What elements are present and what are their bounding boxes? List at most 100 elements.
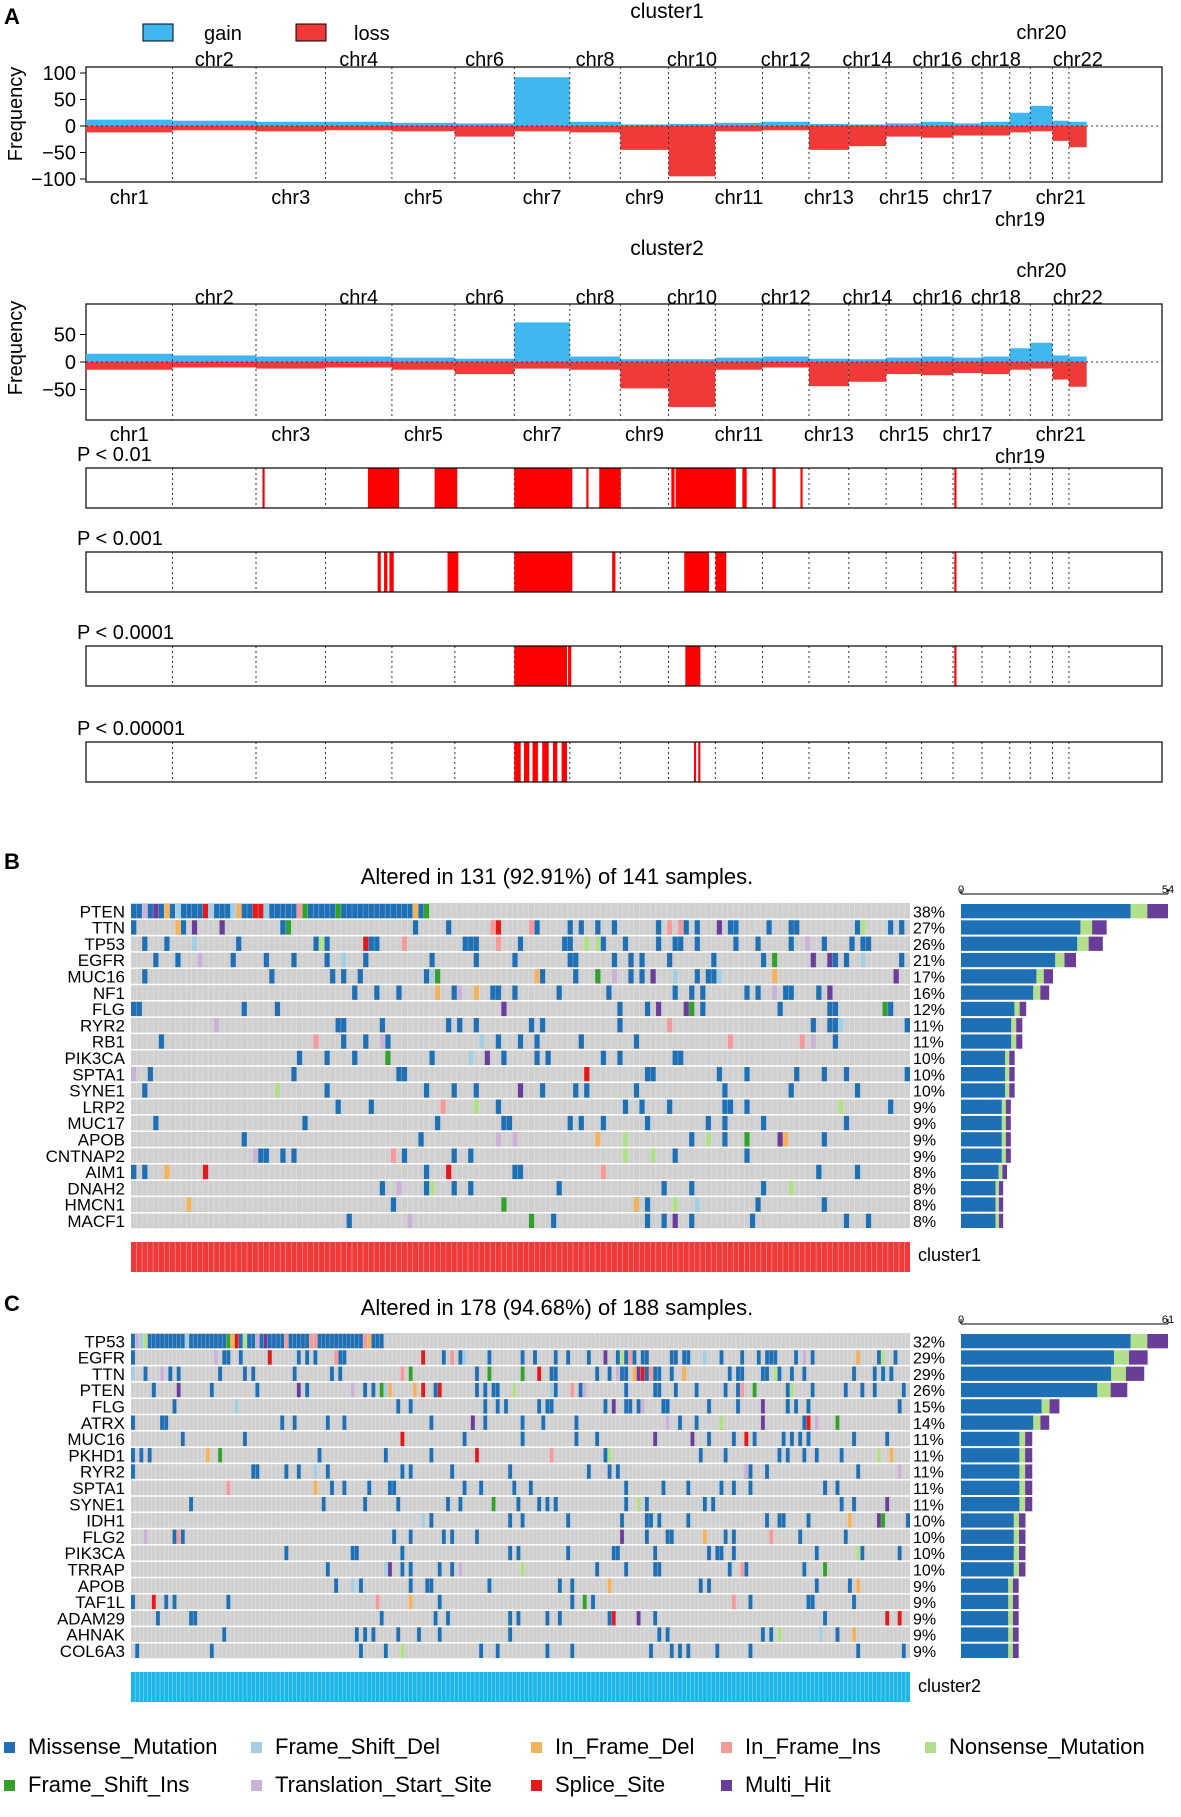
mutation-cell [686, 1480, 691, 1495]
loss-bar-chr14 [848, 126, 887, 147]
mutation-cell [371, 1382, 376, 1398]
mutation-cell [230, 904, 236, 919]
mutation-cell [839, 1497, 844, 1512]
mutation-cell [479, 1643, 484, 1658]
legend-swatch-In_Frame_Ins [721, 1742, 732, 1753]
mutation-cell [760, 1399, 765, 1414]
mutation-cell [508, 1627, 513, 1642]
mutation-cell [473, 985, 480, 1000]
mutation-cell [553, 1497, 558, 1512]
mutation-cell [408, 1578, 413, 1593]
mutation-cell [672, 1197, 678, 1212]
mutation-cell [611, 1611, 616, 1626]
mutation-cell [176, 1366, 181, 1381]
mutation-cell [711, 969, 717, 984]
mutation-cell [682, 1366, 687, 1381]
mutation-cell [408, 1464, 413, 1479]
mutation-cell [324, 1050, 330, 1065]
mutation-cell [357, 969, 364, 984]
mutation-cell [582, 1594, 587, 1610]
mutation-cell [653, 1562, 658, 1577]
mutation-cell [636, 1611, 641, 1626]
mutation-cell [595, 920, 601, 935]
mutation-cell [766, 920, 772, 935]
mutation-type-legend: Missense_Mutation Frame_Shift_Del In_Frame… [4, 1734, 1145, 1797]
mutation-cell [749, 1213, 756, 1228]
mutation-cell [672, 936, 678, 951]
mutation-cell [131, 1001, 137, 1017]
mutation-cell [441, 1529, 446, 1544]
mutation-cell [242, 1431, 248, 1447]
mutation-cell [624, 1562, 629, 1577]
mutation-cell [653, 1382, 658, 1398]
mutation-cell [860, 1545, 865, 1561]
mutation-cell [537, 1497, 542, 1512]
mutation-cell [615, 1366, 620, 1381]
mutation-cell [785, 1382, 790, 1398]
percent-label-FLG: 12% [913, 1002, 945, 1019]
mutation-cell [624, 1366, 629, 1381]
mutation-cell [653, 1431, 658, 1447]
mutation-cell [219, 920, 225, 935]
cluster2-group-label: cluster2 [918, 1676, 981, 1696]
mutation-cell [350, 1545, 355, 1561]
percent-label-LRP2: 9% [913, 1100, 936, 1117]
count-bar-TP53 [961, 1334, 1131, 1349]
mutation-cell [889, 1448, 894, 1463]
mutation-cell [897, 1464, 902, 1479]
mutation-cell [437, 1594, 442, 1610]
chrom-label-chr10: chr10 [667, 49, 717, 71]
loss-bar-chr15 [886, 362, 922, 375]
mutation-cell [619, 1366, 625, 1381]
chrom-label-chr8: chr8 [576, 49, 615, 71]
gene-label-FLG: FLG [92, 1398, 125, 1417]
mutation-cell [335, 1018, 341, 1033]
mutation-cell [617, 1050, 623, 1065]
mutation-cell [756, 1350, 761, 1365]
mutation-cell [340, 904, 347, 919]
count-bar-extra [1055, 952, 1065, 968]
chrom-label-chr1: chr1 [110, 187, 149, 209]
loss-bar-chr18 [981, 362, 1010, 375]
chrom-label-chr10: chr10 [667, 287, 717, 309]
gene-label-MACF1: MACF1 [67, 1212, 125, 1231]
mutation-cell [284, 1545, 289, 1561]
mutation-cell [532, 1350, 538, 1365]
count-bar-multihit [1110, 1382, 1128, 1398]
mutation-cell [686, 1350, 691, 1365]
track-frame [85, 741, 1163, 783]
mutation-cell [201, 1334, 206, 1349]
count-bar-IDH1 [961, 1513, 1014, 1528]
mutation-cell [213, 1018, 220, 1033]
mutation-cell [329, 1334, 335, 1349]
gain-bar-chr6 [454, 123, 515, 126]
significant-region [542, 742, 549, 782]
mutation-cell [351, 1050, 358, 1065]
mutation-cell [374, 985, 380, 1000]
mutation-cell [816, 1164, 822, 1180]
mutation-cell [437, 1382, 442, 1398]
count-bar-multihit [1125, 1366, 1145, 1381]
mutation-cell [561, 936, 568, 951]
mutation-cell [226, 1480, 231, 1495]
mutation-cell [694, 1382, 699, 1398]
mutation-cell [445, 1018, 452, 1033]
legend-swatch-Translation_Start_Site [251, 1780, 262, 1791]
mutation-cell [280, 904, 286, 919]
mutation-cell [595, 969, 601, 984]
count-bar-EGFR [961, 1350, 1115, 1365]
mutation-cell [672, 969, 678, 984]
mutation-cell [644, 1350, 649, 1365]
mutation-cell [474, 1382, 480, 1398]
percent-label-TTN: 29% [913, 1367, 945, 1384]
percent-label-ADAM29: 9% [913, 1611, 936, 1628]
mutation-cell [856, 1350, 861, 1365]
loss-bar-chr18 [981, 126, 1010, 136]
gain-bar-chr19 [1009, 348, 1031, 362]
mutation-cell [748, 1594, 753, 1610]
mutation-cell [155, 1334, 161, 1349]
significant-region [599, 468, 621, 508]
mutation-cell [151, 1594, 156, 1610]
mutation-cell [520, 1562, 525, 1577]
